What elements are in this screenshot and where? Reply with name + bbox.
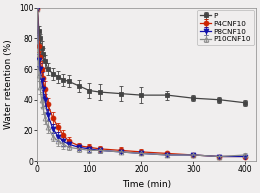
X-axis label: Time (min): Time (min) — [122, 180, 171, 189]
Legend: P, P4CNF10, P8CNF10, P10CNF10: P, P4CNF10, P8CNF10, P10CNF10 — [197, 10, 254, 45]
Y-axis label: Water retention (%): Water retention (%) — [4, 40, 13, 129]
